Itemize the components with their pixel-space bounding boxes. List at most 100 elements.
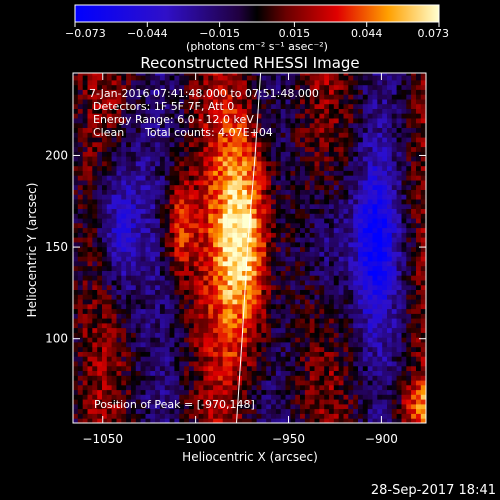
heatmap-cell	[82, 175, 88, 181]
heatmap-cell	[377, 175, 383, 181]
heatmap-cell	[227, 375, 233, 381]
heatmap-cell	[121, 332, 127, 338]
heatmap-cell	[275, 113, 282, 119]
heatmap-cell	[159, 103, 166, 109]
heatmap-cell	[227, 370, 233, 376]
heatmap-cell	[213, 199, 219, 205]
heatmap-cell	[217, 318, 224, 324]
heatmap-cell	[251, 280, 257, 286]
heatmap-cell	[343, 332, 349, 338]
heatmap-cell	[140, 89, 146, 95]
heatmap-cell	[87, 103, 93, 109]
heatmap-cell	[106, 265, 112, 271]
heatmap-cell	[319, 127, 325, 133]
heatmap-cell	[135, 75, 141, 81]
heatmap-cell	[179, 132, 185, 138]
heatmap-cell	[135, 180, 141, 186]
heatmap-cell	[140, 151, 146, 157]
heatmap-cell	[358, 346, 364, 352]
heatmap-cell	[111, 184, 117, 190]
heatmap-cell	[324, 403, 330, 410]
heatmap-cell	[285, 194, 291, 200]
heatmap-cell	[222, 170, 228, 176]
heatmap-cell	[391, 403, 397, 410]
heatmap-cell	[97, 218, 103, 224]
heatmap-cell	[353, 294, 359, 300]
heatmap-cell	[314, 218, 320, 224]
heatmap-cell	[362, 122, 368, 128]
heatmap-cell	[87, 351, 93, 357]
heatmap-cell	[275, 370, 282, 376]
heatmap-cell	[232, 137, 238, 143]
heatmap-cell	[82, 418, 88, 423]
heatmap-cell	[261, 189, 267, 195]
heatmap-cell	[261, 232, 267, 238]
heatmap-cell	[391, 89, 397, 95]
heatmap-cell	[266, 342, 272, 348]
heatmap-cell	[382, 237, 388, 243]
heatmap-cell	[213, 322, 219, 329]
heatmap-cell	[280, 246, 286, 252]
heatmap-cell	[329, 389, 335, 395]
heatmap-cell	[102, 318, 108, 324]
heatmap-cell	[135, 313, 141, 319]
heatmap-cell	[188, 318, 195, 324]
heatmap-cell	[116, 208, 122, 214]
heatmap-cell	[295, 303, 301, 310]
heatmap-cell	[135, 318, 141, 324]
heatmap-cell	[77, 137, 83, 143]
heatmap-cell	[309, 75, 315, 81]
heatmap-cell	[97, 156, 103, 162]
heatmap-cell	[116, 127, 122, 133]
heatmap-cell	[251, 294, 257, 300]
heatmap-cell	[82, 213, 88, 219]
heatmap-cell	[116, 308, 122, 314]
heatmap-cell	[261, 403, 267, 410]
heatmap-cell	[290, 170, 296, 176]
heatmap-cell	[164, 265, 170, 271]
heatmap-cell	[116, 280, 122, 286]
heatmap-cell	[367, 361, 373, 367]
heatmap-cell	[295, 384, 301, 391]
heatmap-cell	[348, 303, 354, 310]
heatmap-cell	[372, 303, 378, 310]
heatmap-cell	[73, 418, 79, 423]
heatmap-cell	[387, 165, 393, 171]
heatmap-cell	[140, 170, 146, 176]
heatmap-cell	[242, 275, 248, 281]
heatmap-cell	[300, 180, 306, 186]
heatmap-cell	[198, 418, 204, 423]
heatmap-cell	[87, 289, 93, 295]
heatmap-cell	[256, 227, 262, 233]
heatmap-cell	[324, 213, 330, 219]
heatmap-cell	[208, 408, 214, 414]
heatmap-cell	[140, 251, 146, 257]
heatmap-cell	[159, 251, 166, 257]
heatmap-cell	[174, 337, 180, 343]
heatmap-cell	[333, 113, 339, 119]
heatmap-cell	[102, 151, 108, 157]
heatmap-cell	[309, 189, 315, 195]
heatmap-cell	[126, 261, 132, 267]
heatmap-cell	[246, 73, 253, 76]
heatmap-cell	[246, 189, 253, 195]
heatmap-cell	[102, 122, 108, 128]
heatmap-cell	[87, 261, 93, 267]
heatmap-cell	[208, 313, 214, 319]
heatmap-cell	[227, 73, 233, 76]
heatmap-cell	[97, 332, 103, 338]
heatmap-cell	[102, 170, 108, 176]
heatmap-cell	[140, 156, 146, 162]
heatmap-cell	[102, 322, 108, 329]
heatmap-cell	[309, 132, 315, 138]
heatmap-cell	[87, 313, 93, 319]
heatmap-cell	[203, 289, 209, 295]
heatmap-cell	[367, 122, 373, 128]
heatmap-cell	[333, 313, 339, 319]
heatmap-cell	[159, 256, 166, 262]
heatmap-cell	[106, 418, 112, 423]
heatmap-cell	[338, 175, 344, 181]
heatmap-cell	[193, 113, 199, 119]
heatmap-cell	[377, 99, 383, 105]
heatmap-cell	[174, 213, 180, 219]
